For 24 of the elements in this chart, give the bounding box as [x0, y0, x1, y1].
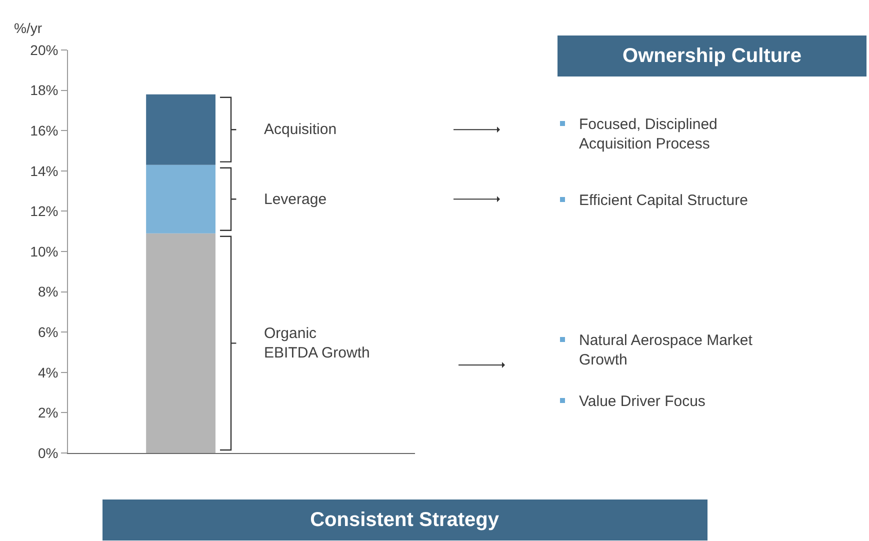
y-tick-label: 16%: [30, 122, 58, 138]
bar: [146, 233, 216, 453]
text: Efficient Capital Structure: [579, 192, 748, 209]
y-tick-label: 4%: [38, 364, 58, 380]
text: Organic EBITDA Growth: [264, 325, 370, 362]
text: Consistent Strategy: [310, 509, 500, 531]
text: Leverage: [264, 191, 327, 208]
y-tick-label: 18%: [30, 82, 58, 98]
text: Focused, Disciplined Acquisition Process: [579, 116, 718, 152]
y-tick-label: 0%: [38, 444, 58, 461]
text: Value Driver Focus: [579, 393, 706, 410]
y-tick-label: 8%: [38, 284, 58, 300]
y-tick-label: 14%: [30, 162, 58, 179]
bar: [146, 94, 216, 165]
text: Acquisition: [264, 121, 337, 138]
y-tick-label: 6%: [38, 324, 58, 340]
text: Ownership Culture: [622, 45, 802, 67]
text: Natural Aerospace Market Growth: [579, 332, 754, 368]
y-axis-title: %/yr: [14, 20, 42, 36]
y-tick-label: 12%: [30, 203, 58, 220]
y-tick-label: 2%: [38, 404, 58, 421]
y-tick-label: 10%: [30, 243, 58, 260]
y-tick-label: 20%: [30, 42, 58, 58]
bar: [146, 164, 216, 234]
